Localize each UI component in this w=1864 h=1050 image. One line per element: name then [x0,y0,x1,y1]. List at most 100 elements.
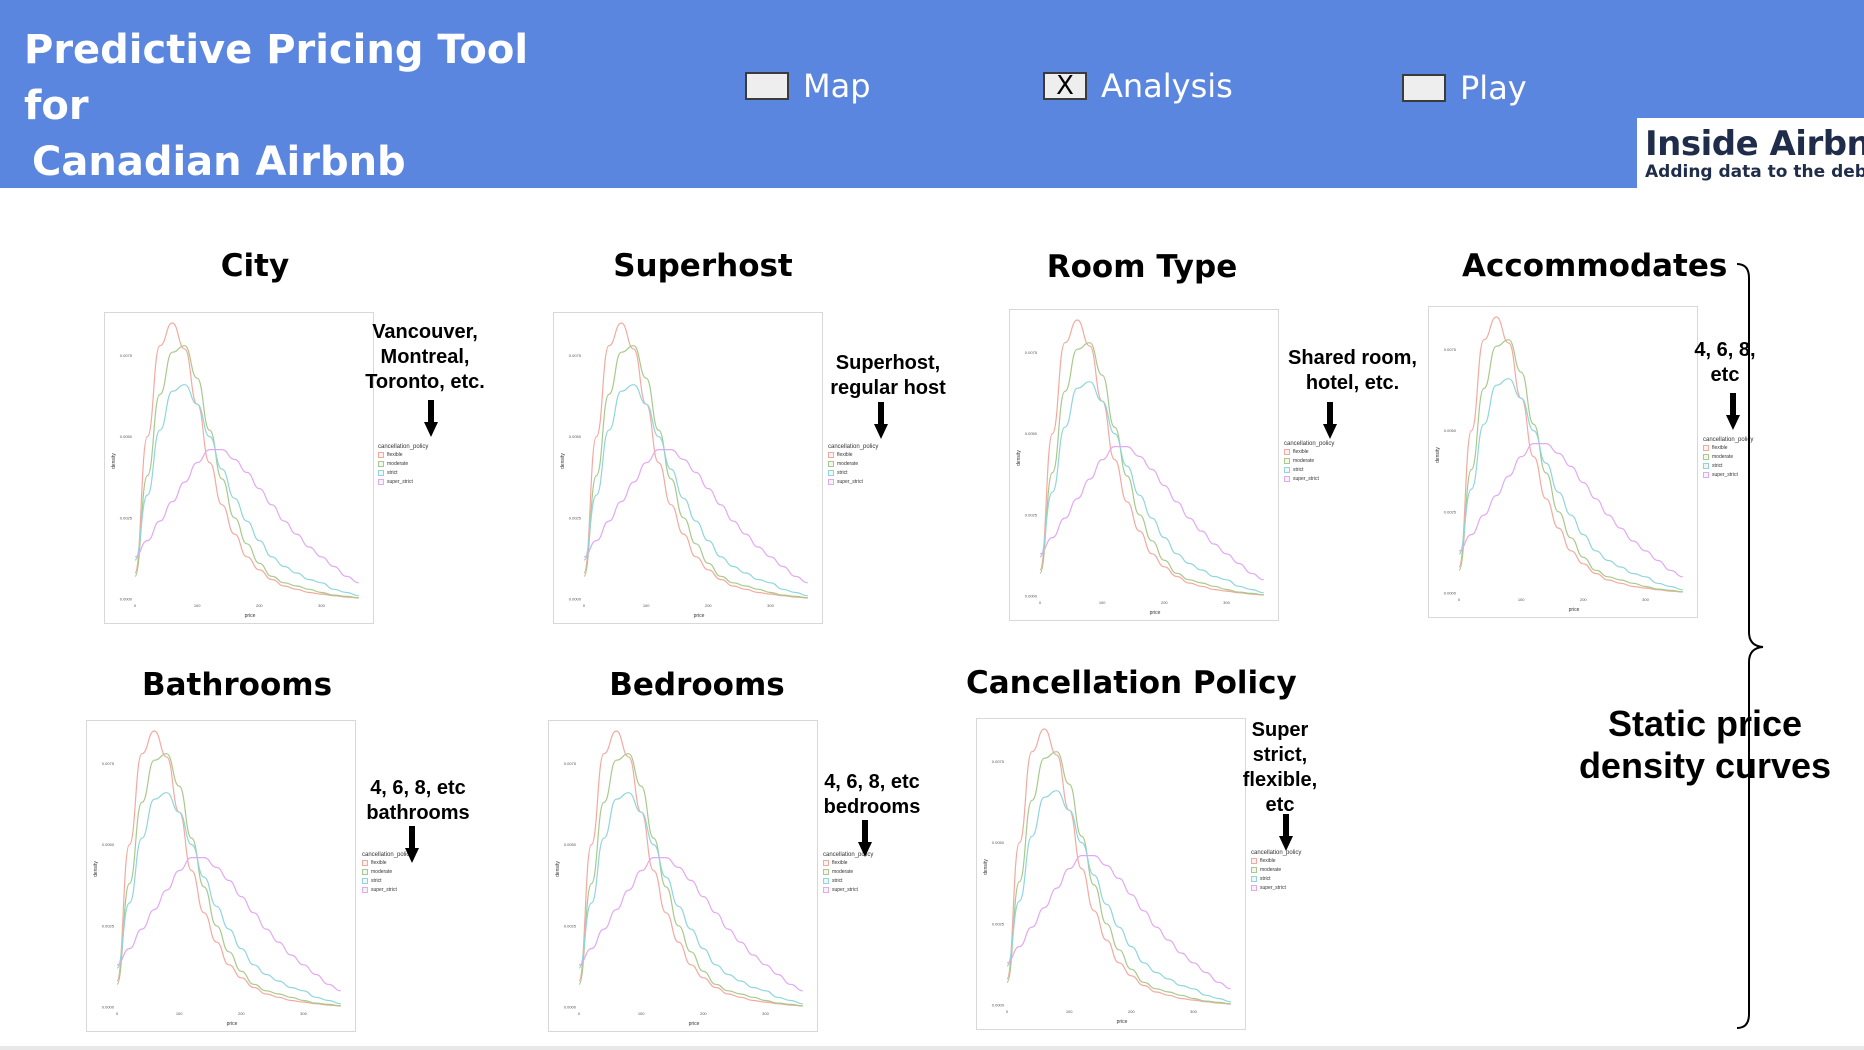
note-room-type: Shared room, hotel, etc. [1280,346,1425,396]
density-chart-svg: 0.0000 0.0025 0.0050 0.0075 0 100 200 300 price d… [555,730,803,1027]
density-line-strict [578,792,803,1005]
x-tick-label: 300 [767,603,774,608]
y-tick-label: 0.0025 [569,515,582,520]
y-tick-label: 0.0075 [564,761,577,766]
legend-swatch [823,868,829,875]
y-tick-label: 0.0000 [569,597,582,602]
y-axis-label: density [111,453,117,469]
panel-title-city: City [220,248,290,284]
density-line-moderate [134,345,359,599]
density-line-super-strict [1006,855,1231,990]
y-tick-label: 0.0000 [1444,591,1457,596]
x-tick-label: 200 [700,1011,707,1016]
density-line-moderate [578,753,803,1007]
logo-tagline: Adding data to the debate [1645,162,1864,182]
x-tick-label: 100 [1518,597,1525,602]
legend-cancellation-policy: cancellation_policy flexible moderate stric… [362,852,412,894]
tab-play[interactable]: Play [1402,64,1527,112]
density-line-strict [1458,378,1683,591]
legend-label: flexible [837,451,853,458]
x-tick-label: 0 [583,603,586,608]
legend-item: strict [378,468,428,477]
legend-item: super_strict [828,477,878,486]
x-tick-label: 0 [134,603,137,608]
note-cancellation-line: Super [1251,719,1309,741]
note-cancellation-line: etc [1265,794,1295,816]
map-checkbox[interactable] [745,72,789,100]
x-axis-label: price [1569,607,1580,613]
legend-swatch [378,451,384,458]
y-tick-label: 0.0050 [564,842,577,847]
legend-item: moderate [823,867,873,876]
legend-label: strict [1293,466,1304,473]
note-city-line: Toronto, etc. [365,371,485,393]
x-tick-label: 100 [194,603,201,608]
legend-label: moderate [1712,453,1734,460]
legend-item: moderate [1284,456,1334,465]
legend-item: super_strict [823,885,873,894]
legend-label: moderate [837,460,859,467]
density-line-strict [583,384,808,597]
panel-title-bedrooms: Bedrooms [609,667,785,703]
annotation-line1: Static price [1607,703,1803,744]
tab-analysis-label: Analysis [1101,67,1233,105]
density-plot-accommodates: 0.0000 0.0025 0.0050 0.0075 0 100 200 300 price d… [1428,306,1698,618]
legend-swatch [1703,471,1709,478]
tab-map[interactable]: Map [745,62,871,110]
app-header: Predictive Pricing Tool for Canadian Air… [0,0,1864,241]
density-line-flexible [134,322,359,599]
legend-label: flexible [387,451,403,458]
x-tick-label: 200 [705,603,712,608]
legend-label: super_strict [371,886,397,893]
density-line-flexible [578,730,803,1007]
static-curves-annotation: Static price density curves [1565,703,1845,787]
density-line-moderate [1039,342,1264,596]
density-line-moderate [116,753,341,1007]
density-line-flexible [1458,316,1683,593]
analysis-checkbox[interactable]: X [1043,71,1087,101]
legend-label: flexible [832,859,848,866]
density-line-flexible [1039,319,1264,596]
legend-swatch [828,451,834,458]
x-tick-label: 300 [1642,597,1649,602]
y-tick-label: 0.0075 [1444,347,1457,352]
legend-cancellation-policy: cancellation_policy flexible moderate stric… [828,444,878,486]
x-tick-label: 0 [1006,1009,1009,1014]
x-tick-label: 200 [256,603,263,608]
x-tick-label: 300 [1223,600,1230,605]
legend-title: cancellation_policy [823,852,874,858]
legend-label: strict [837,469,848,476]
down-arrow-icon [405,826,419,863]
y-tick-label: 0.0025 [120,515,133,520]
x-tick-label: 200 [1580,597,1587,602]
density-plot-room-type: 0.0000 0.0025 0.0050 0.0075 0 100 200 300 price d… [1009,309,1279,621]
x-axis-label: price [1117,1019,1128,1025]
y-tick-label: 0.0050 [1444,428,1457,433]
legend-swatch [1703,453,1709,460]
panel-title-room-type: Room Type [1046,249,1238,285]
density-line-moderate [1006,751,1231,1005]
y-tick-label: 0.0025 [564,923,577,928]
legend-item: moderate [828,459,878,468]
legend-swatch [823,886,829,893]
legend-item: moderate [1703,452,1753,461]
x-tick-label: 300 [762,1011,769,1016]
legend-title: cancellation_policy [1703,437,1754,443]
x-tick-label: 100 [643,603,650,608]
y-tick-label: 0.0075 [102,761,115,766]
play-checkbox[interactable] [1402,74,1446,102]
density-line-super-strict [1039,446,1264,581]
legend-item: flexible [1284,447,1334,456]
legend-title: cancellation_policy [362,852,413,858]
x-axis-label: price [1150,610,1161,616]
legend-title: cancellation_policy [1251,850,1302,856]
tab-analysis[interactable]: X Analysis [1043,62,1233,110]
page-divider [0,1046,1864,1050]
legend-label: flexible [1260,857,1276,864]
x-tick-label: 300 [318,603,325,608]
panel-title-bathrooms: Bathrooms [141,667,333,703]
legend-item: strict [828,468,878,477]
y-tick-label: 0.0050 [1025,431,1038,436]
legend-title: cancellation_policy [378,444,429,450]
x-axis-label: price [245,613,256,619]
